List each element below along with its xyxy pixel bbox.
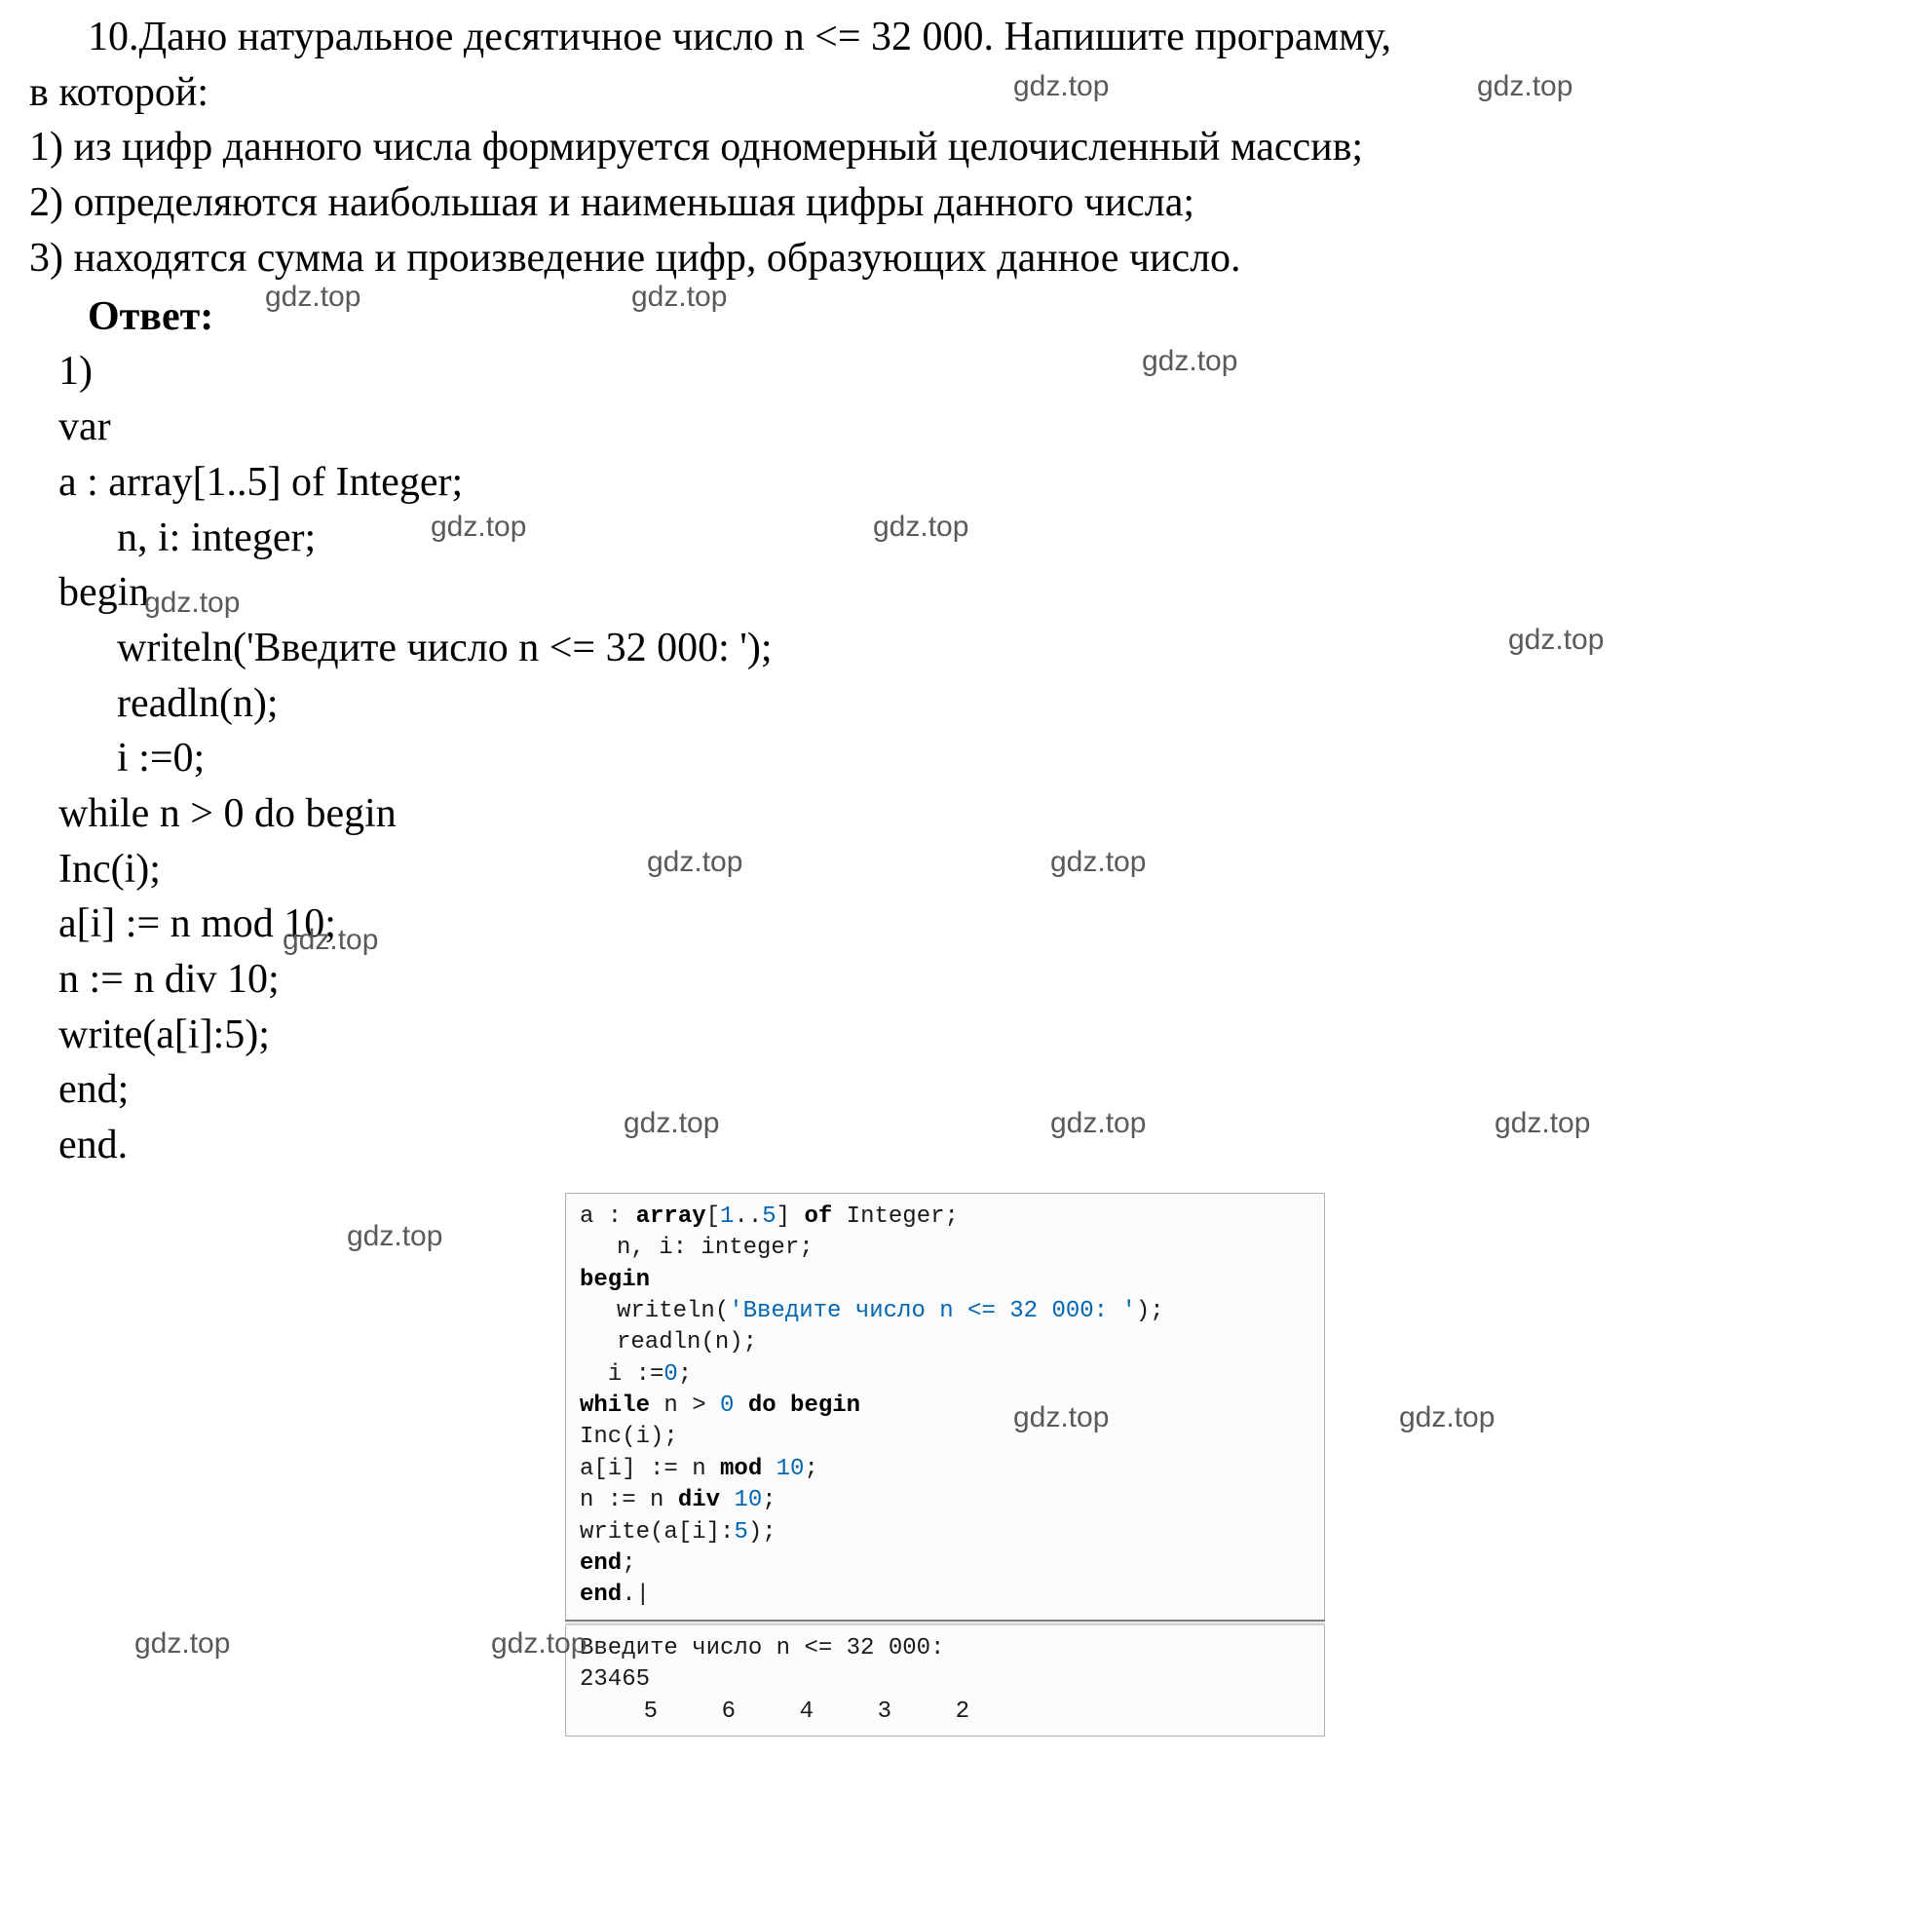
- code-line: Inc(i);: [58, 842, 1903, 897]
- ide-output-panel: Введите число n <= 32 000: 23465 56432: [565, 1625, 1325, 1737]
- code-line: end;: [58, 1062, 1903, 1118]
- code-line: begin: [58, 565, 1903, 621]
- ide-code-line: n := n div 10;: [580, 1485, 1310, 1516]
- ide-code-line: write(a[i]:5);: [580, 1517, 1310, 1548]
- problem-item-1: 1) из цифр данного числа формируется одн…: [29, 120, 1903, 175]
- ide-code-line: end.|: [580, 1580, 1310, 1611]
- code-line: a : array[1..5] of Integer;: [58, 455, 1903, 511]
- ide-code-line: begin: [580, 1265, 1310, 1296]
- code-part-label: 1): [58, 344, 1903, 400]
- code-line: var: [58, 400, 1903, 455]
- code-line: end.: [58, 1118, 1903, 1173]
- output-line: 56432: [580, 1697, 1310, 1728]
- ide-code-panel: a : array[1..5] of Integer; n, i: intege…: [565, 1193, 1325, 1620]
- problem-title-line1: 10.Дано натуральное десятичное число n <…: [29, 10, 1903, 65]
- ide-code-line: readln(n);: [580, 1327, 1310, 1358]
- ide-code-line: a[i] := n mod 10;: [580, 1454, 1310, 1485]
- ide-screenshot: a : array[1..5] of Integer; n, i: intege…: [565, 1193, 1325, 1737]
- output-line: 23465: [580, 1664, 1310, 1696]
- problem-statement: 10.Дано натуральное десятичное число n <…: [29, 10, 1903, 286]
- answer-label: Ответ:: [88, 293, 1903, 340]
- problem-item-3: 3) находятся сумма и произведение цифр, …: [29, 231, 1903, 286]
- output-line: Введите число n <= 32 000:: [580, 1633, 1310, 1664]
- ide-code-line: writeln('Введите число n <= 32 000: ');: [580, 1296, 1310, 1327]
- code-line: a[i] := n mod 10;: [58, 897, 1903, 952]
- code-line: write(a[i]:5);: [58, 1008, 1903, 1063]
- document-root: 10.Дано натуральное десятичное число n <…: [29, 10, 1903, 1737]
- ide-code-line: Inc(i);: [580, 1422, 1310, 1453]
- code-line: writeln('Введите число n <= 32 000: ');: [117, 621, 1903, 676]
- code-line: n, i: integer;: [117, 511, 1903, 566]
- problem-title-line2: в которой:: [29, 65, 1903, 121]
- code-line: i :=0;: [117, 731, 1903, 786]
- ide-code-line: end;: [580, 1548, 1310, 1580]
- code-line: readln(n);: [117, 676, 1903, 732]
- code-line: n := n div 10;: [58, 952, 1903, 1008]
- ide-code-line: n, i: integer;: [580, 1233, 1310, 1264]
- ide-code-line: while n > 0 do begin: [580, 1391, 1310, 1422]
- ide-code-line: i :=0;: [580, 1359, 1310, 1391]
- code-block: 1) var a : array[1..5] of Integer; n, i:…: [29, 344, 1903, 1172]
- ide-code-line: a : array[1..5] of Integer;: [580, 1202, 1310, 1233]
- problem-item-2: 2) определяются наибольшая и наименьшая …: [29, 175, 1903, 231]
- code-line: while n > 0 do begin: [58, 786, 1903, 842]
